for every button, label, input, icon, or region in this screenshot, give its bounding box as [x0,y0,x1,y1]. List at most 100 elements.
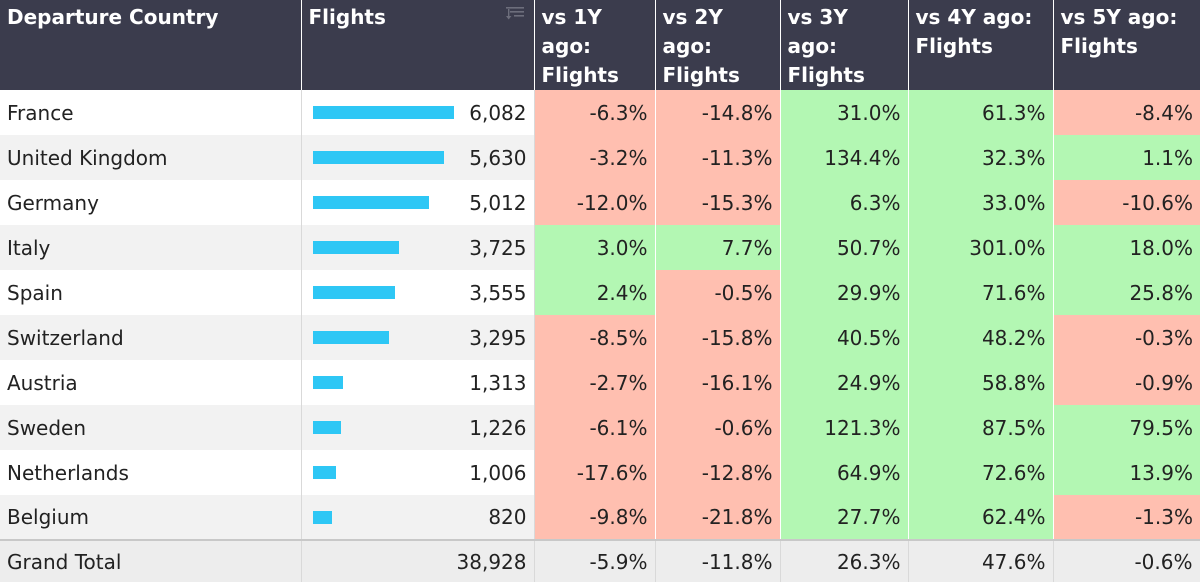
sort-descending-icon[interactable] [505,6,524,20]
vs-5y-cell: 79.5% [1053,405,1200,450]
flights-cell: 1,226 [301,405,535,450]
flights-cell: 5,630 [301,135,535,180]
flights-value: 820 [488,505,527,529]
flights-cell: 3,725 [301,225,535,270]
header-vs-2y-line1: vs 2Y ago: [662,5,723,58]
vs-3y-cell: 29.9% [780,270,909,315]
vs-2y-cell: -16.1% [655,360,781,405]
header-vs-1y[interactable]: vs 1Y ago: Flights [534,0,656,90]
vs-2y-cell: -12.8% [655,450,781,495]
flights-value: 3,295 [469,325,527,350]
flights-bar [312,511,332,524]
vs-1y-cell: -3.2% [534,135,656,180]
table-row: Switzerland 3,295 -8.5% -15.8% 40.5% 48.2% -0.… [0,315,1200,360]
vs-4y-cell: 87.5% [908,405,1054,450]
vs-1y-cell: -8.5% [534,315,656,360]
flights-bar [312,331,389,344]
header-vs-3y[interactable]: vs 3Y ago: Flights [780,0,909,90]
table-row: Netherlands 1,006 -17.6% -12.8% 64.9% 72.6% 13… [0,450,1200,495]
country-cell: Switzerland [0,315,302,360]
flights-bar [312,376,343,389]
vs-5y-cell: -0.3% [1053,315,1200,360]
flights-value: 6,082 [469,100,527,125]
table-row: Italy 3,725 3.0% 7.7% 50.7% 301.0% 18.0% [0,225,1200,270]
vs-4y-cell: 33.0% [908,180,1054,225]
vs-2y-cell: -0.5% [655,270,781,315]
vs-3y-cell: 40.5% [780,315,909,360]
header-flights-label: Flights [308,5,386,29]
vs-2y-cell: -15.3% [655,180,781,225]
vs-1y-cell: -6.3% [534,90,656,135]
vs-5y-cell: 1.1% [1053,135,1200,180]
table-row: Austria 1,313 -2.7% -16.1% 24.9% 58.8% -0.9% [0,360,1200,405]
vs-4y-cell: 48.2% [908,315,1054,360]
header-vs-4y[interactable]: vs 4Y ago: Flights [908,0,1054,90]
vs-3y-cell: 121.3% [780,405,909,450]
vs-2y-cell: -0.6% [655,405,781,450]
flights-value: 1,006 [469,460,527,485]
vs-3y-cell: 6.3% [780,180,909,225]
header-vs-5y[interactable]: vs 5Y ago: Flights [1053,0,1200,90]
header-vs-1y-line1: vs 1Y ago: [541,5,602,58]
country-cell: Spain [0,270,302,315]
vs-1y-cell: 2.4% [534,270,656,315]
vs-3y-cell: 31.0% [780,90,909,135]
vs-3y-cell: 27.7% [780,495,909,540]
vs-5y-cell: -10.6% [1053,180,1200,225]
grand-total-vs-3y: 26.3% [780,539,909,582]
flights-value: 5,630 [469,145,527,170]
vs-1y-cell: -12.0% [534,180,656,225]
vs-3y-cell: 24.9% [780,360,909,405]
vs-4y-cell: 62.4% [908,495,1054,540]
header-departure-country-label: Departure Country [7,5,219,29]
header-vs-5y-line2: Flights [1060,34,1138,58]
grand-total-vs-1y: -5.9% [534,539,656,582]
flights-value: 1,313 [469,370,527,395]
vs-1y-cell: -2.7% [534,360,656,405]
country-cell: Sweden [0,405,302,450]
vs-2y-cell: -11.3% [655,135,781,180]
table-row: Sweden 1,226 -6.1% -0.6% 121.3% 87.5% 79.5% [0,405,1200,450]
flights-cell: 1,006 [301,450,535,495]
vs-2y-cell: 7.7% [655,225,781,270]
flights-bar [312,151,444,164]
flights-cell: 6,082 [301,90,535,135]
grand-total-vs-2y: -11.8% [655,539,781,582]
header-vs-4y-line1: vs 4Y ago: [915,5,1033,29]
header-vs-2y[interactable]: vs 2Y ago: Flights [655,0,781,90]
header-row: Departure Country Flights vs 1Y ago: Flig… [0,0,1200,90]
vs-4y-cell: 61.3% [908,90,1054,135]
grand-total-vs-4y: 47.6% [908,539,1054,582]
header-flights[interactable]: Flights [301,0,535,90]
vs-1y-cell: -17.6% [534,450,656,495]
grand-total-label: Grand Total [0,539,302,582]
vs-5y-cell: 18.0% [1053,225,1200,270]
flights-bar [312,196,429,209]
flights-cell: 5,012 [301,180,535,225]
flights-cell: 3,555 [301,270,535,315]
table-row: Spain 3,555 2.4% -0.5% 29.9% 71.6% 25.8% [0,270,1200,315]
vs-2y-cell: -15.8% [655,315,781,360]
header-vs-2y-line2: Flights [662,63,740,87]
country-cell: United Kingdom [0,135,302,180]
header-vs-1y-line2: Flights [541,63,619,87]
header-departure-country[interactable]: Departure Country [0,0,302,90]
vs-4y-cell: 32.3% [908,135,1054,180]
vs-4y-cell: 58.8% [908,360,1054,405]
flights-cell: 820 [301,495,535,540]
vs-1y-cell: 3.0% [534,225,656,270]
country-cell: Italy [0,225,302,270]
flights-bar [312,106,454,119]
vs-5y-cell: -8.4% [1053,90,1200,135]
flights-bar [312,466,336,479]
country-cell: Austria [0,360,302,405]
vs-1y-cell: -9.8% [534,495,656,540]
table-row: Belgium 820 -9.8% -21.8% 27.7% 62.4% -1.3% [0,495,1200,540]
flights-bar [312,241,399,254]
flights-bar [312,421,341,434]
vs-4y-cell: 71.6% [908,270,1054,315]
grand-total-row: Grand Total 38,928 -5.9% -11.8% 26.3% 47.6% -0… [0,539,1200,582]
country-cell: Germany [0,180,302,225]
country-cell: Netherlands [0,450,302,495]
